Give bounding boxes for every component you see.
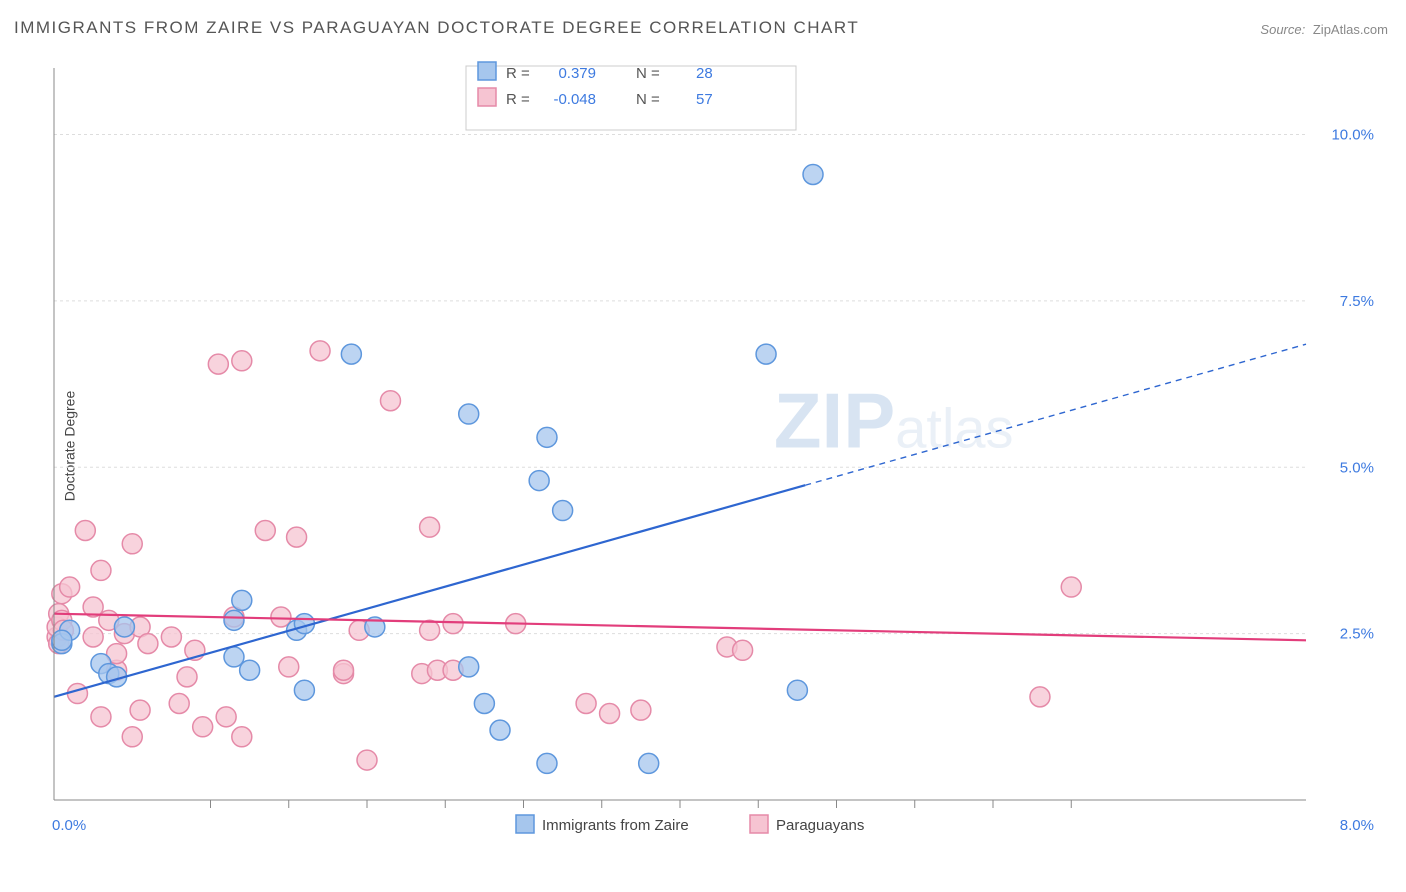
data-point-zaire [341, 344, 361, 364]
data-point-zaire [639, 753, 659, 773]
bottom-legend-swatch-zaire [516, 815, 534, 833]
data-point-paraguay [232, 727, 252, 747]
data-point-paraguay [631, 700, 651, 720]
legend-swatch-zaire [478, 62, 496, 80]
legend-n-label: N = [636, 65, 660, 82]
data-point-paraguay [576, 694, 596, 714]
y-tick-label: 10.0% [1331, 127, 1374, 144]
source-label: Source: [1260, 22, 1305, 37]
data-point-zaire [553, 501, 573, 521]
scatter-plot: ZIPatlas 2.5% 5.0% 7.5% 10.0% 0.0% 8.0% R = 0.37… [46, 60, 1386, 850]
data-point-paraguay [1030, 687, 1050, 707]
data-point-paraguay [169, 694, 189, 714]
bottom-legend-label: Paraguayans [776, 817, 864, 834]
data-point-zaire [537, 753, 557, 773]
data-point-paraguay [443, 614, 463, 634]
data-point-paraguay [600, 703, 620, 723]
chart-title: IMMIGRANTS FROM ZAIRE VS PARAGUAYAN DOCT… [14, 18, 859, 38]
data-point-paraguay [130, 700, 150, 720]
data-point-paraguay [420, 620, 440, 640]
source-credit: Source: ZipAtlas.com [1260, 22, 1388, 37]
data-point-paraguay [193, 717, 213, 737]
data-point-paraguay [420, 517, 440, 537]
x-tick-label: 8.0% [1340, 817, 1374, 834]
data-point-paraguay [334, 660, 354, 680]
data-point-paraguay [357, 750, 377, 770]
data-point-paraguay [91, 560, 111, 580]
data-point-paraguay [733, 640, 753, 660]
y-tick-label: 7.5% [1340, 293, 1374, 310]
data-point-zaire [294, 680, 314, 700]
data-point-zaire [459, 657, 479, 677]
y-tick-label: 5.0% [1340, 459, 1374, 476]
data-point-zaire [474, 694, 494, 714]
data-point-paraguay [255, 520, 275, 540]
legend-r-label: R = [506, 65, 530, 82]
data-point-paraguay [216, 707, 236, 727]
bottom-legend-label: Immigrants from Zaire [542, 817, 689, 834]
data-point-paraguay [232, 351, 252, 371]
data-point-zaire [787, 680, 807, 700]
data-point-paraguay [380, 391, 400, 411]
data-point-paraguay [138, 634, 158, 654]
legend-n-value: 57 [696, 91, 713, 108]
data-point-zaire [529, 471, 549, 491]
data-point-zaire [232, 590, 252, 610]
data-point-zaire [52, 630, 72, 650]
data-point-paraguay [122, 727, 142, 747]
data-point-paraguay [161, 627, 181, 647]
data-point-paraguay [75, 520, 95, 540]
legend-swatch-paraguay [478, 88, 496, 106]
data-point-zaire [224, 610, 244, 630]
legend-n-label: N = [636, 91, 660, 108]
data-point-zaire [490, 720, 510, 740]
data-point-paraguay [208, 354, 228, 374]
data-point-zaire [803, 164, 823, 184]
legend-r-value: 0.379 [558, 65, 596, 82]
y-tick-label: 2.5% [1340, 626, 1374, 643]
bottom-legend-swatch-paraguay [750, 815, 768, 833]
watermark: ZIPatlas [774, 376, 1014, 464]
data-point-paraguay [83, 627, 103, 647]
data-point-paraguay [91, 707, 111, 727]
legend-n-value: 28 [696, 65, 713, 82]
data-point-paraguay [1061, 577, 1081, 597]
data-point-paraguay [122, 534, 142, 554]
data-point-paraguay [279, 657, 299, 677]
data-point-zaire [240, 660, 260, 680]
data-point-paraguay [177, 667, 197, 687]
data-point-zaire [114, 617, 134, 637]
source-name: ZipAtlas.com [1313, 22, 1388, 37]
legend-r-value: -0.048 [553, 91, 596, 108]
data-point-paraguay [60, 577, 80, 597]
data-point-zaire [537, 427, 557, 447]
data-point-zaire [756, 344, 776, 364]
data-point-paraguay [67, 684, 87, 704]
x-tick-label: 0.0% [52, 817, 86, 834]
legend-r-label: R = [506, 91, 530, 108]
data-point-paraguay [287, 527, 307, 547]
data-point-zaire [459, 404, 479, 424]
data-point-paraguay [310, 341, 330, 361]
